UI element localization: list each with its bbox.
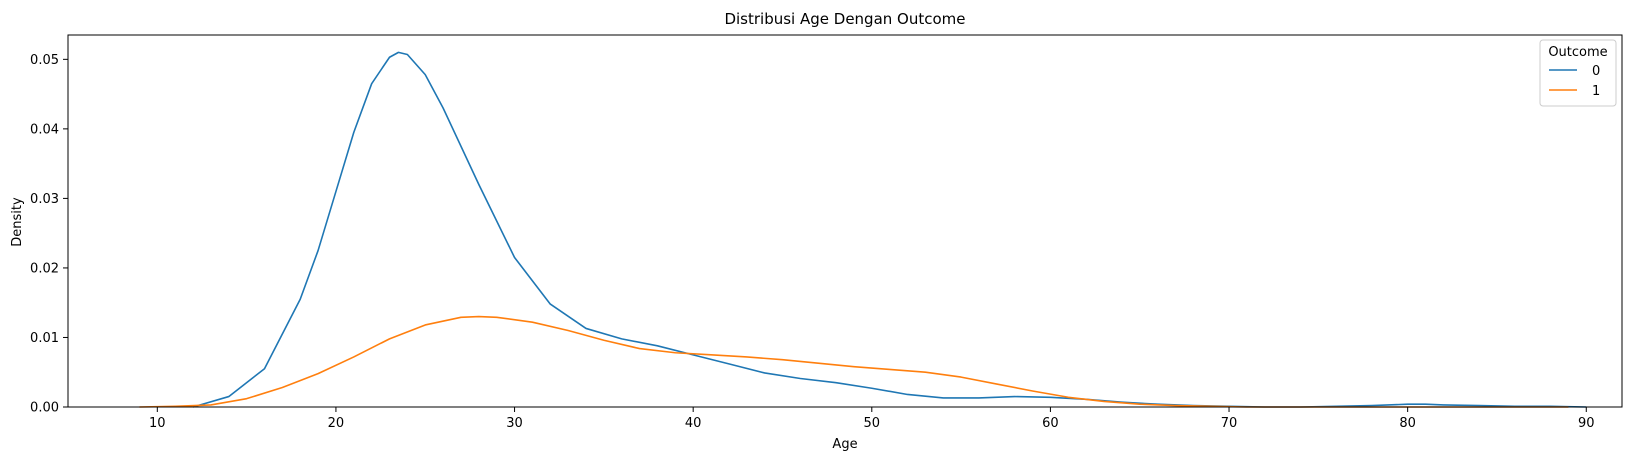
legend-label-0: 0 bbox=[1592, 64, 1600, 79]
y-tick-label-2: 0.02 bbox=[30, 261, 59, 276]
y-tick-label-0: 0.00 bbox=[30, 401, 59, 416]
x-tick-label-20: 20 bbox=[328, 416, 345, 431]
legend-title: Outcome bbox=[1548, 45, 1607, 60]
plot-frame bbox=[67, 34, 1623, 408]
legend-label-1: 1 bbox=[1592, 84, 1600, 99]
legend: Outcome 0 1 bbox=[1539, 39, 1617, 107]
plot-area: 10 20 30 40 50 60 70 80 900.000.010.020.030.040.… bbox=[30, 34, 1623, 431]
series-line-1 bbox=[139, 315, 1569, 408]
y-tick-label-4: 0.04 bbox=[30, 122, 59, 137]
x-tick-label-70: 70 bbox=[1221, 416, 1238, 431]
x-axis-label: Age bbox=[832, 437, 857, 452]
x-tick-label-40: 40 bbox=[685, 416, 702, 431]
series-line-0 bbox=[192, 51, 1587, 408]
x-tick-label-10: 10 bbox=[149, 416, 166, 431]
y-tick-label-5: 0.05 bbox=[30, 53, 59, 68]
y-axis-label: Density bbox=[10, 197, 25, 247]
x-tick-label-60: 60 bbox=[1042, 416, 1059, 431]
y-tick-label-1: 0.01 bbox=[30, 331, 59, 346]
x-tick-label-90: 90 bbox=[1578, 416, 1595, 431]
chart-title: Distribusi Age Dengan Outcome bbox=[724, 10, 965, 28]
x-tick-label-50: 50 bbox=[864, 416, 881, 431]
x-tick-label-30: 30 bbox=[506, 416, 523, 431]
x-tick-label-80: 80 bbox=[1399, 416, 1416, 431]
y-tick-label-3: 0.03 bbox=[30, 192, 59, 207]
